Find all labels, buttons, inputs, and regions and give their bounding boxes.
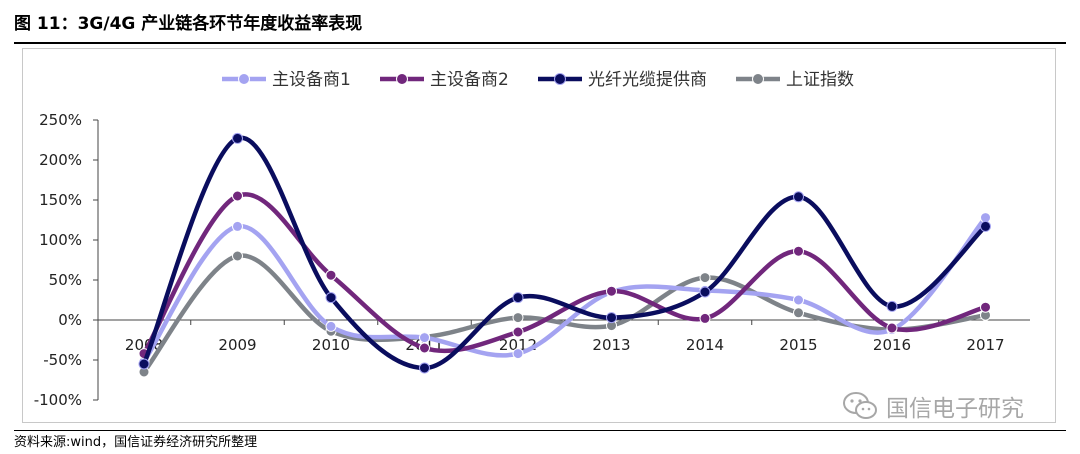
series-point-3 [699,286,711,298]
y-tick-label: 250% [39,111,82,129]
header-rule [14,42,1066,44]
legend-label-2: 主设备商2 [430,70,509,90]
series-point-1 [325,320,337,332]
series-line-2 [141,192,988,356]
series-point-1 [232,220,243,232]
series-line-1 [141,215,988,364]
x-tick-label: 2014 [686,336,724,354]
x-tick-label: 2015 [779,336,817,354]
series-point-4 [232,250,243,262]
series-point-3 [793,191,804,203]
series-point-2 [232,190,243,202]
series-line-4 [141,253,988,375]
series-point-4 [793,307,804,319]
footer-rule [14,430,1066,431]
series-point-1 [419,332,430,344]
y-tick-label: 50% [49,271,82,289]
source-note: 资料来源:wind，国信证券经济研究所整理 [14,435,258,450]
series-point-3 [512,292,524,304]
series-point-3 [980,220,991,232]
series-point-2 [325,269,337,281]
y-tick-label: 0% [58,311,82,329]
legend-marker-4 [752,73,764,85]
watermark: 国信电子研究 [842,390,1024,422]
series-point-2 [419,342,430,354]
legend-label-3: 光纤光缆提供商 [588,70,707,90]
series-point-2 [980,301,991,313]
series-point-3 [138,358,150,370]
series-point-1 [793,294,804,306]
x-tick-label: 2013 [592,336,630,354]
series-point-2 [606,285,617,297]
x-tick-label: 2016 [873,336,911,354]
series-point-3 [419,362,430,374]
chart-frame [22,48,1056,423]
series-point-3 [325,292,337,304]
legend-label-4: 上证指数 [786,70,854,90]
x-tick-label: 2009 [218,336,256,354]
y-tick-label: -100% [34,391,82,409]
series-point-2 [512,326,524,338]
series-point-4 [512,312,524,324]
y-tick-label: -50% [43,351,82,369]
y-tick-label: 200% [39,151,82,169]
watermark-text: 国信电子研究 [886,396,1024,422]
series-point-2 [793,245,804,257]
series-point-3 [232,132,243,144]
legend-marker-2 [396,73,408,85]
figure-title: 图 11：3G/4G 产业链各环节年度收益率表现 [14,14,363,34]
series-point-2 [699,312,711,324]
legend-label-1: 主设备商1 [272,70,351,90]
legend-marker-3 [554,73,566,85]
series-point-4 [699,272,711,284]
y-tick-label: 100% [39,231,82,249]
series-point-3 [886,300,898,312]
series-point-2 [886,322,898,334]
y-tick-label: 150% [39,191,82,209]
series-point-3 [606,312,617,324]
series-point-1 [512,348,524,360]
figure-header: 图 11：3G/4G 产业链各环节年度收益率表现 [14,10,1066,38]
wechat-icon [843,392,877,419]
x-tick-label: 2010 [312,336,350,354]
x-tick-label: 2017 [966,336,1004,354]
series-line-3 [141,135,988,371]
legend-marker-1 [238,73,250,85]
